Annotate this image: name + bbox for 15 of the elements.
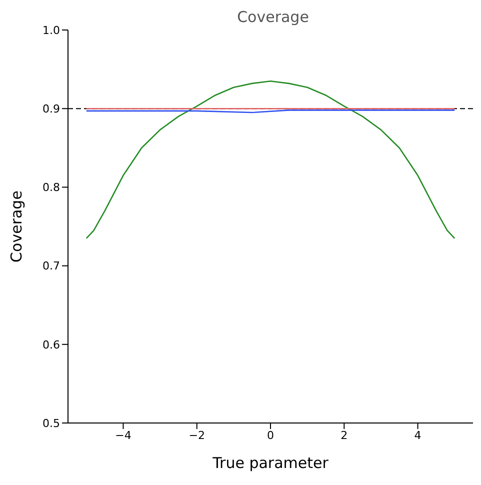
chart-title: Coverage	[236, 8, 310, 26]
y-tick-label: 0.6	[42, 338, 60, 352]
y-tick-label: 0.5	[42, 416, 60, 430]
y-tick-label: 0.8	[42, 181, 60, 194]
x-axis-title: True parameter	[212, 454, 330, 472]
y-tick-label: 0.9	[42, 102, 60, 116]
line-series	[86, 80, 456, 239]
y-tick-label: 0.7	[42, 260, 60, 273]
y-tick-label: 1.0	[42, 24, 60, 37]
x-tick-label: −2	[188, 428, 205, 442]
x-tick-label: 2	[340, 428, 348, 442]
x-tick-label: 0	[267, 428, 274, 442]
x-tick-label: −4	[115, 428, 132, 442]
y-axis-title: Coverage	[7, 190, 26, 262]
x-tick-label: 4	[414, 428, 422, 442]
